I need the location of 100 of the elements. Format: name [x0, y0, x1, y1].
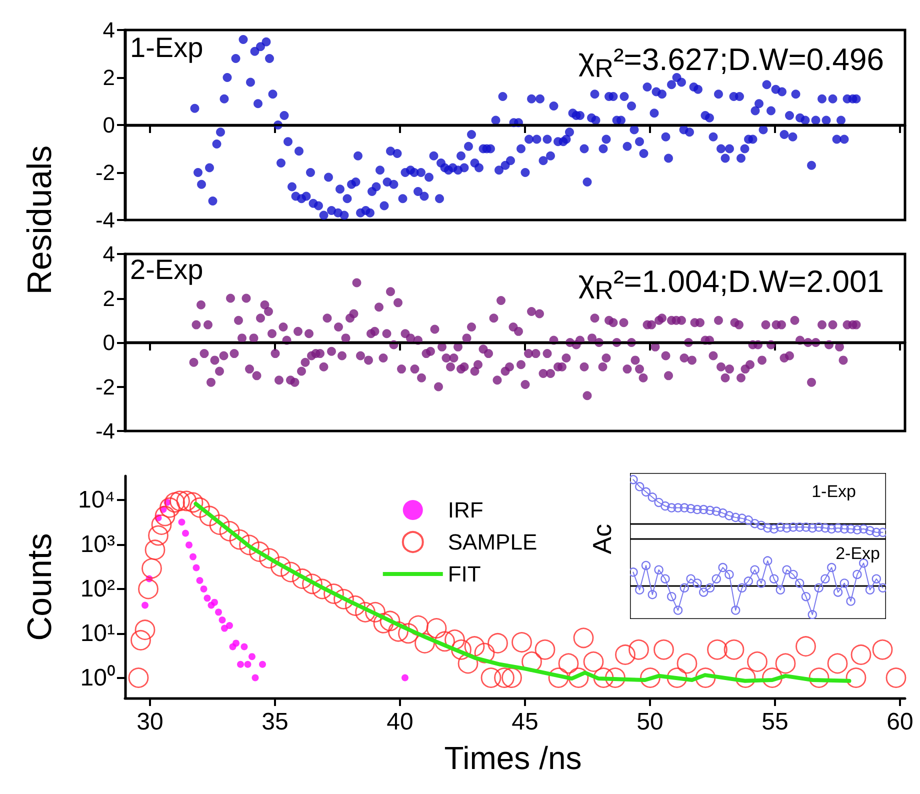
- legend-label: SAMPLE: [448, 530, 538, 554]
- point: [673, 606, 683, 615]
- annotation: 1-Exp: [130, 32, 204, 63]
- point: [673, 503, 683, 512]
- point: [226, 622, 233, 630]
- point: [820, 523, 830, 533]
- point: [788, 522, 798, 532]
- point: [654, 565, 664, 574]
- y-tick-label: 10⁴: [78, 486, 115, 514]
- point: [248, 653, 256, 660]
- point: [211, 598, 218, 606]
- point: [635, 482, 644, 492]
- point: [648, 492, 657, 502]
- annotation: χ$_{R}$²=3.627;D.W=0.496: [578, 42, 884, 84]
- legend-label: FIT: [448, 562, 481, 586]
- point: [680, 503, 689, 512]
- point: [852, 570, 862, 580]
- point: [641, 560, 651, 570]
- point: [872, 574, 881, 584]
- point: [865, 585, 875, 595]
- y-tick-label: -2: [95, 160, 115, 185]
- y-tick-label: 0: [102, 112, 115, 138]
- legend-label: IRF: [448, 498, 484, 522]
- point: [667, 592, 676, 602]
- point: [178, 518, 186, 526]
- point: [240, 643, 248, 650]
- point: [692, 578, 702, 588]
- point: [795, 578, 804, 588]
- y-axis-title: Residuals: [21, 145, 59, 295]
- point: [705, 506, 715, 515]
- point: [142, 602, 148, 609]
- point: [782, 523, 792, 533]
- x-tick-label: 30: [136, 708, 164, 736]
- point: [218, 616, 226, 624]
- y-tick-label: 10³: [80, 531, 116, 558]
- x-axis-title: Times /ns: [444, 740, 582, 776]
- point: [731, 606, 740, 615]
- point: [827, 524, 836, 534]
- point: [756, 520, 766, 530]
- point: [712, 574, 721, 584]
- y-axis-title: Counts: [21, 533, 59, 641]
- point: [186, 541, 192, 548]
- point: [221, 624, 228, 632]
- point: [833, 523, 843, 533]
- x-tick-label: 35: [262, 708, 288, 736]
- point: [769, 574, 779, 584]
- point: [801, 522, 811, 532]
- point: [833, 588, 843, 597]
- point: [699, 504, 708, 514]
- point: [744, 515, 753, 525]
- point: [237, 660, 244, 668]
- point: [705, 583, 715, 592]
- point: [769, 524, 779, 534]
- point: [244, 660, 252, 668]
- point: [192, 564, 200, 572]
- point: [763, 556, 772, 566]
- point: [196, 577, 204, 584]
- x-tick-label: 40: [386, 708, 414, 736]
- y-tick-label: 10¹: [80, 620, 116, 647]
- annotation: χ$_{R}$²=1.004;D.W=2.001: [578, 264, 884, 306]
- point: [776, 522, 785, 532]
- point: [215, 608, 222, 616]
- point: [814, 522, 824, 532]
- y-tick-label: -4: [95, 208, 115, 232]
- annotation: 2-Exp: [836, 544, 880, 563]
- point: [252, 674, 259, 682]
- point: [737, 583, 747, 592]
- y-tick-label: 2: [102, 65, 115, 90]
- annotation: 2-Exp: [130, 254, 204, 285]
- point: [865, 526, 875, 536]
- point: [731, 512, 740, 522]
- point: [648, 590, 657, 600]
- y-tick-label: 10⁰: [80, 664, 115, 692]
- point: [667, 503, 676, 512]
- point: [718, 508, 728, 518]
- point: [878, 528, 886, 537]
- point: [680, 583, 689, 592]
- point: [654, 498, 664, 508]
- point: [763, 523, 772, 533]
- point: [641, 487, 651, 497]
- y-tick-label: 10²: [80, 575, 116, 602]
- point: [846, 596, 856, 606]
- point: [630, 568, 638, 577]
- annotation: 1-Exp: [812, 482, 856, 501]
- point: [200, 585, 208, 592]
- point: [259, 660, 266, 668]
- point: [795, 522, 804, 532]
- point: [750, 519, 760, 528]
- point: [660, 501, 670, 511]
- point: [808, 523, 817, 533]
- point: [852, 525, 862, 534]
- point: [692, 504, 702, 514]
- point: [182, 530, 189, 537]
- point: [712, 506, 721, 516]
- y-axis-title: Ac: [587, 524, 617, 554]
- y-tick-label: -4: [95, 418, 115, 444]
- point: [840, 524, 849, 534]
- y-tick-label: 2: [102, 286, 115, 311]
- point: [630, 475, 638, 484]
- point: [827, 562, 836, 572]
